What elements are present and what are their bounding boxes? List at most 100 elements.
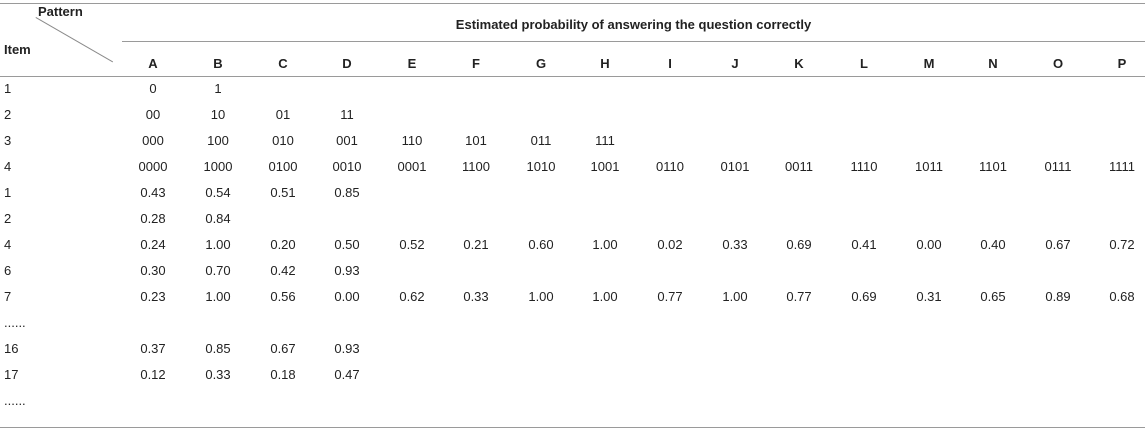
row-item-label: 6 [4, 263, 12, 278]
table-cell: 0.37 [140, 341, 166, 356]
table-cell: 1.00 [205, 289, 231, 304]
column-header-n: N [988, 56, 998, 71]
table-row: 17 0.12 0.33 0.18 0.47 [0, 367, 1145, 387]
table-row: ...... [0, 315, 1145, 335]
table-cell: 0.69 [851, 289, 877, 304]
table-cell: 0.56 [270, 289, 296, 304]
table-cell: 10 [210, 107, 226, 122]
table-cell: 0.77 [657, 289, 683, 304]
item-corner-label: Item [4, 42, 31, 57]
column-header-j: J [731, 56, 739, 71]
table-cell: 0.52 [399, 237, 425, 252]
column-header-i: I [668, 56, 672, 71]
table-cell: 01 [275, 107, 291, 122]
title-underline-rule [122, 41, 1145, 42]
table-cell: 0.47 [334, 367, 360, 382]
table-cell: 1010 [526, 159, 556, 174]
column-header-p: P [1117, 56, 1127, 71]
table-cell: 0 [149, 81, 157, 96]
table-cell: 0.24 [140, 237, 166, 252]
column-header-c: C [278, 56, 288, 71]
row-item-label: 2 [4, 211, 12, 226]
table-cell: 1101 [979, 159, 1007, 174]
column-header-k: K [794, 56, 804, 71]
table-cell: 0101 [720, 159, 750, 174]
table-cell: 0.69 [786, 237, 812, 252]
column-header-g: G [535, 56, 547, 71]
table-row: 1 0.43 0.54 0.51 0.85 [0, 185, 1145, 205]
table-cell: 0.77 [786, 289, 812, 304]
table-cell: 0.23 [140, 289, 166, 304]
table-cell: 00 [145, 107, 161, 122]
table-cell: 1000 [203, 159, 233, 174]
table-cell: 1001 [590, 159, 620, 174]
table-row: 4 0000 1000 0100 0010 0001 1100 1010 1001 0110 010… [0, 159, 1145, 179]
table-row: 2 0.28 0.84 [0, 211, 1145, 231]
table-cell: 0.84 [205, 211, 231, 226]
table-cell: 0.93 [334, 263, 360, 278]
table-cell: 0.12 [140, 367, 166, 382]
table-cell: 0.51 [270, 185, 296, 200]
column-header-m: M [923, 56, 935, 71]
row-item-label: 3 [4, 133, 12, 148]
table-cell: 1 [214, 81, 222, 96]
table-cell: 1110 [850, 159, 878, 174]
row-item-label: ...... [4, 393, 26, 408]
table-row: 1 0 1 [0, 81, 1145, 101]
table-row: ...... [0, 393, 1145, 413]
table-cell: 110 [401, 133, 423, 148]
table-cell: 0.00 [334, 289, 360, 304]
table-cell: 1111 [1108, 159, 1136, 174]
table-cell: 000 [142, 133, 164, 148]
table-title: Estimated probability of answering the q… [455, 17, 812, 32]
table-row: 16 0.37 0.85 0.67 0.93 [0, 341, 1145, 361]
table-cell: 0.28 [140, 211, 166, 226]
table-cell: 010 [272, 133, 294, 148]
row-item-label: 16 [4, 341, 19, 356]
table-row: 2 00 10 01 11 [0, 107, 1145, 127]
table-cell: 0.67 [270, 341, 296, 356]
column-header-b: B [213, 56, 223, 71]
table-cell: 0011 [785, 159, 813, 174]
table-cell: 1.00 [205, 237, 231, 252]
table-cell: 0000 [138, 159, 168, 174]
table-cell: 0001 [397, 159, 427, 174]
table-cell: 0.20 [270, 237, 296, 252]
table-cell: 0.67 [1045, 237, 1071, 252]
table-row: 6 0.30 0.70 0.42 0.93 [0, 263, 1145, 283]
table-cell: 0.02 [657, 237, 683, 252]
table-cell: 101 [465, 133, 487, 148]
table-cell: 0.60 [528, 237, 554, 252]
bottom-rule [0, 427, 1145, 428]
column-header-e: E [407, 56, 417, 71]
table-cell: 1011 [915, 159, 943, 174]
table-cell: 0.89 [1045, 289, 1071, 304]
table-cell: 0.33 [205, 367, 231, 382]
table-cell: 0.40 [980, 237, 1006, 252]
column-header-d: D [342, 56, 352, 71]
table-cell: 0.70 [205, 263, 231, 278]
table-row: 3 000 100 010 001 110 101 011 111 [0, 133, 1145, 153]
table-cell: 0.93 [334, 341, 360, 356]
table-cell: 0111 [1044, 159, 1072, 174]
table-cell: 0.85 [205, 341, 231, 356]
table-cell: 0.00 [916, 237, 942, 252]
column-header-l: L [860, 56, 868, 71]
table-cell: 0.31 [916, 289, 942, 304]
table-cell: 0.30 [140, 263, 166, 278]
table-cell: 0.72 [1109, 237, 1135, 252]
table-cell: 0.62 [399, 289, 425, 304]
table-cell: 0.68 [1109, 289, 1135, 304]
table-cell: 111 [595, 133, 615, 148]
top-rule [0, 3, 1145, 4]
table-cell: 100 [207, 133, 229, 148]
table-cell: 0.85 [334, 185, 360, 200]
table-cell: 0.41 [851, 237, 877, 252]
corner-diagonal-line [35, 17, 114, 63]
table-cell: 0.33 [463, 289, 489, 304]
row-item-label: 7 [4, 289, 12, 304]
table-cell: 0010 [332, 159, 362, 174]
table-cell: 1.00 [528, 289, 554, 304]
table-cell: 0.18 [270, 367, 296, 382]
table-cell: 0100 [268, 159, 298, 174]
